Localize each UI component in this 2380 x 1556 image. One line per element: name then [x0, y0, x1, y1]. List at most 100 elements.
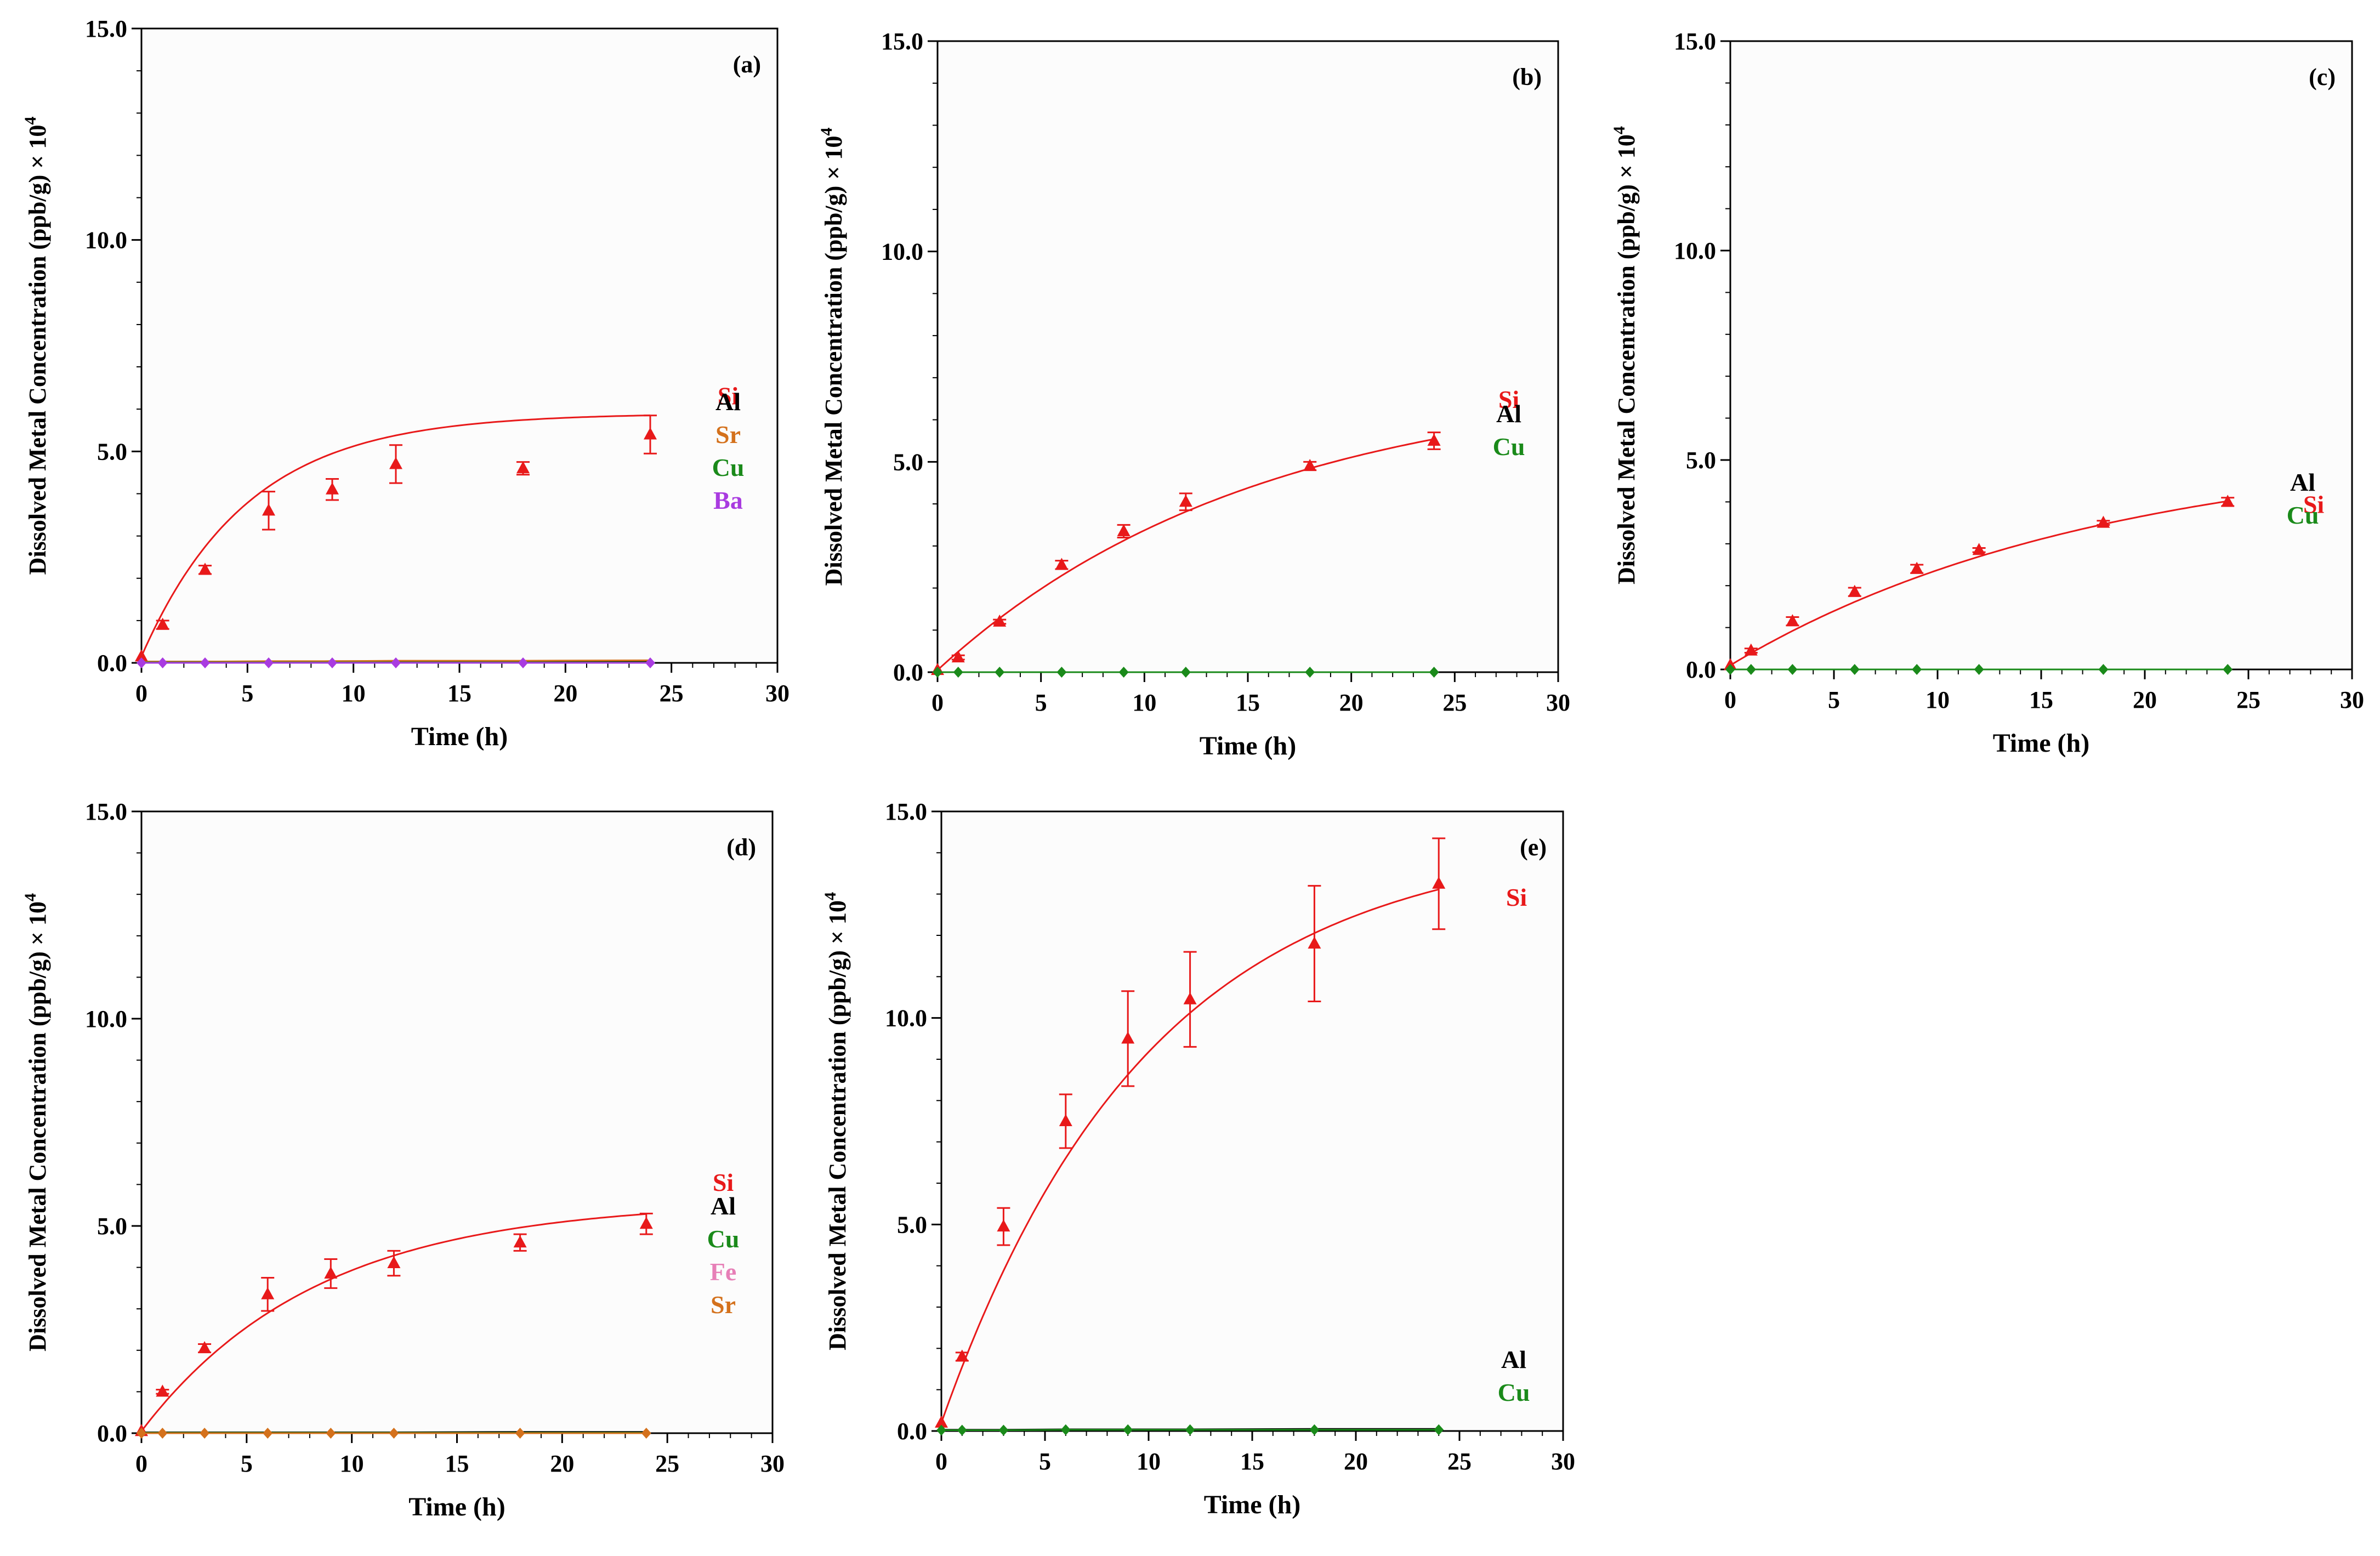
x-tick-label: 30 [1551, 1448, 1575, 1475]
y-axis-label: Dissolved Metal Concentration (ppb/g) × … [21, 893, 51, 1351]
data-point [135, 649, 148, 662]
x-tick-label: 0 [135, 680, 147, 707]
x-tick-label: 30 [1546, 689, 1570, 716]
y-tick-label: 0.0 [97, 650, 127, 677]
data-point [1746, 664, 1756, 675]
x-tick-label: 15 [1240, 1448, 1264, 1475]
x-axis-label: Time (h) [1204, 1490, 1300, 1519]
panel-label: (d) [726, 834, 756, 861]
x-tick-label: 10 [342, 680, 366, 707]
data-point [639, 1217, 653, 1229]
data-point [1183, 992, 1197, 1004]
data-point [1725, 664, 1735, 675]
y-axis-label-exponent: 4 [21, 117, 39, 125]
data-point [389, 457, 402, 469]
data-point [157, 1428, 168, 1439]
x-tick-label: 30 [765, 680, 789, 707]
x-tick-label: 25 [1442, 689, 1467, 716]
data-point [1786, 614, 1799, 627]
fit-curve [140, 414, 651, 657]
panel-label: (b) [1512, 64, 1542, 90]
x-axis-label: Time (h) [1993, 729, 2089, 758]
data-point [953, 667, 963, 678]
series-si [135, 414, 657, 662]
data-point [387, 1256, 401, 1269]
y-tick-label: 5.0 [1686, 447, 1716, 474]
data-point [993, 614, 1007, 627]
panel-label: (e) [1520, 834, 1547, 861]
y-tick-label: 0.0 [97, 1420, 127, 1447]
series-ba [137, 657, 655, 668]
x-tick-label: 25 [655, 1450, 679, 1477]
data-point [137, 1428, 146, 1439]
x-axis-label: Time (h) [1200, 731, 1296, 760]
data-point [1308, 936, 1321, 949]
y-tick-label: 15.0 [85, 15, 127, 42]
plot-area [1729, 40, 2353, 671]
data-point [516, 461, 530, 474]
data-point [264, 657, 274, 668]
x-axis-label: Time (h) [411, 722, 508, 751]
data-point [1910, 561, 1924, 574]
chart-panel-e: 0 5 10 15 20 25 30 0.0 5.0 10.0 15.0 Time (h) Dissol… [821, 798, 1575, 1519]
data-point [198, 563, 212, 575]
x-tick-label: 10 [1925, 686, 1950, 713]
data-point [2223, 664, 2233, 675]
data-point [1121, 1031, 1135, 1044]
series-label-fe: Fe [710, 1258, 737, 1286]
data-point [324, 1266, 338, 1279]
x-tick-label: 5 [241, 1450, 253, 1477]
data-point [137, 657, 146, 668]
x-tick-label: 15 [447, 680, 472, 707]
data-point [935, 1415, 948, 1428]
plot-area [140, 27, 779, 664]
data-point [1185, 1424, 1195, 1435]
data-point [156, 617, 169, 630]
data-point [1787, 664, 1798, 675]
series-label-si: Si [713, 1168, 734, 1196]
x-tick-label: 10 [1132, 689, 1156, 716]
series-label-al: Al [711, 1192, 736, 1220]
data-point [1429, 667, 1439, 678]
data-point [263, 1428, 273, 1439]
data-point [1118, 667, 1129, 678]
y-tick-label: 10.0 [1674, 237, 1716, 264]
panel-label: (a) [733, 51, 761, 78]
y-axis-label: Dissolved Metal Concentration (ppb/g) × … [821, 892, 851, 1350]
data-point [326, 482, 339, 495]
panel-label: (c) [2309, 64, 2336, 90]
data-point [391, 657, 401, 668]
data-point [1432, 876, 1446, 889]
data-point [644, 427, 657, 440]
x-tick-label: 25 [2236, 686, 2260, 713]
x-tick-label: 20 [1339, 689, 1364, 716]
series-label-si: Si [1506, 883, 1527, 911]
data-point [327, 657, 337, 668]
x-tick-label: 25 [660, 680, 684, 707]
data-point [936, 1424, 946, 1436]
data-point [1309, 1424, 1320, 1435]
data-point [1117, 524, 1131, 536]
data-point [326, 1428, 336, 1439]
data-point [1179, 495, 1192, 507]
data-point [200, 657, 210, 668]
x-tick-label: 5 [241, 680, 253, 707]
data-point [641, 1428, 651, 1439]
y-tick-label: 10.0 [881, 238, 923, 265]
data-point [198, 1341, 212, 1354]
data-point [645, 657, 655, 668]
x-tick-label: 15 [445, 1450, 469, 1477]
data-point [518, 657, 528, 668]
y-axis-label-exponent: 4 [1610, 126, 1628, 134]
data-point [1056, 667, 1067, 678]
y-tick-label: 10.0 [85, 1006, 127, 1032]
y-tick-label: 15.0 [885, 798, 927, 825]
series-label-cu: Cu [1493, 433, 1525, 461]
x-tick-label: 0 [135, 1450, 147, 1477]
series-label-cu: Cu [707, 1225, 740, 1253]
y-axis-label: Dissolved Metal Concentration (ppb/g) × … [21, 117, 51, 575]
x-tick-label: 5 [1828, 686, 1840, 713]
fit-curve [1730, 500, 2228, 666]
data-point [157, 657, 168, 668]
y-axis-label-exponent: 4 [817, 128, 836, 136]
